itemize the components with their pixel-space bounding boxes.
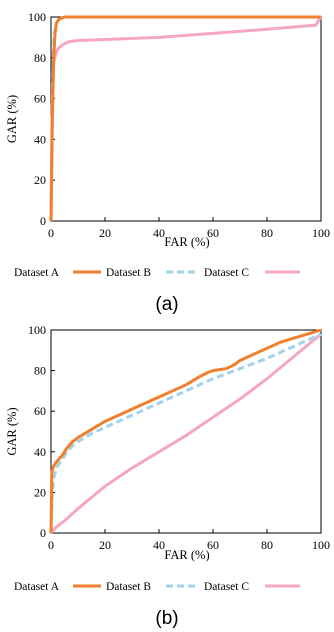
y-tick-label: 0 [40, 214, 46, 228]
y-tick-label: 60 [34, 92, 46, 106]
series-line-dataset-a [49, 15, 321, 222]
series-line-dataset-c [49, 16, 323, 222]
legend-label: Dataset C [204, 267, 249, 279]
x-tick-label: 60 [207, 226, 219, 240]
x-tick-label: 0 [48, 226, 54, 240]
x-tick-label: 20 [99, 226, 111, 240]
legend-label: Dataset A [14, 267, 60, 279]
chart-panel-b: 0 20 40 60 80 100 0 20 40 60 80 100 FAR (%) GAR (%) Da… [5, 323, 330, 629]
x-tick-label: 80 [261, 538, 273, 552]
plot-frame [50, 329, 322, 534]
x-tick-label: 60 [207, 538, 219, 552]
y-axis-label: GAR (%) [5, 407, 19, 455]
y-tick-label: 20 [34, 485, 46, 499]
x-tick-label: 80 [261, 226, 273, 240]
legend-label: Dataset C [204, 581, 249, 593]
legend-label: Dataset A [14, 581, 60, 593]
legend-label: Dataset B [106, 267, 151, 279]
y-tick-label: 0 [40, 526, 46, 540]
y-axis-label: GAR (%) [5, 95, 19, 143]
chart-panel-a: 0 20 40 60 80 100 0 20 40 60 80 100 FAR (%) GAR (%) Da… [5, 10, 330, 315]
series-line-dataset-b [49, 15, 321, 222]
y-tick-label: 40 [34, 445, 46, 459]
x-tick-label: 40 [153, 538, 165, 552]
x-tick-label: 40 [153, 226, 165, 240]
x-tick-label: 100 [312, 538, 330, 552]
x-tick-label: 20 [99, 538, 111, 552]
series-line-dataset-b [49, 332, 322, 534]
series-line-dataset-a [49, 328, 322, 534]
y-tick-label: 100 [28, 10, 46, 24]
y-tick-label: 80 [34, 364, 46, 378]
series-line-dataset-c [49, 332, 322, 534]
y-tick-label: 100 [28, 323, 46, 337]
panel-caption: (a) [155, 294, 178, 315]
y-tick-label: 80 [34, 51, 46, 65]
plot-frame [50, 16, 322, 222]
x-axis-label: FAR (%) [164, 235, 209, 249]
legend-label: Dataset B [106, 581, 151, 593]
x-tick-label: 100 [312, 226, 330, 240]
y-tick-label: 20 [34, 173, 46, 187]
panel-caption: (b) [155, 608, 178, 629]
y-tick-label: 60 [34, 404, 46, 418]
x-axis-label: FAR (%) [164, 548, 209, 562]
x-tick-label: 0 [48, 538, 54, 552]
y-tick-label: 40 [34, 132, 46, 146]
